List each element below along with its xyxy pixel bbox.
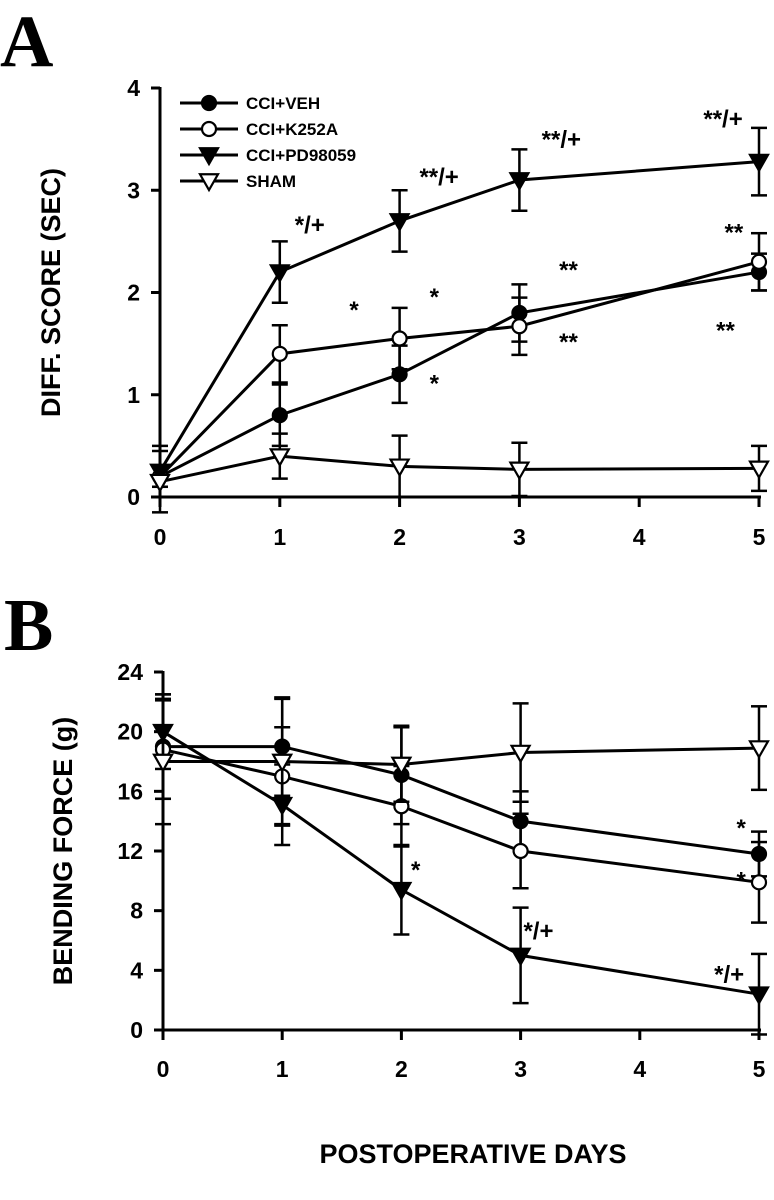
panel-b-y-tick-label: 0 xyxy=(130,1017,143,1043)
data-point xyxy=(511,318,528,335)
data-point xyxy=(388,458,411,478)
panel-b-series-cci-veh xyxy=(154,693,768,878)
legend-label: SHAM xyxy=(246,172,296,191)
panel-a-x-tick-label: 2 xyxy=(393,524,406,550)
panel-a-y-tick-label: 4 xyxy=(127,75,140,101)
panel-b-significance-label: * xyxy=(736,815,746,842)
panel-a-y-tick-label: 3 xyxy=(127,177,140,203)
data-point xyxy=(271,345,288,362)
legend-label: CCI+PD98059 xyxy=(246,146,356,165)
panel-a-significance-label: **/+ xyxy=(542,126,581,153)
data-point xyxy=(268,264,291,284)
panel-a-series-cci-k252a xyxy=(151,231,768,489)
panel-a-y-tick-label: 1 xyxy=(127,382,140,408)
panel-a-legend: CCI+VEH CCI+K252A CCI+PD98059 SHAM xyxy=(180,94,356,193)
legend-label: CCI+K252A xyxy=(246,120,338,139)
data-point xyxy=(271,753,294,773)
data-point xyxy=(390,756,413,776)
panel-b-significance-label: */+ xyxy=(523,918,553,945)
panel-a-significance-label: ** xyxy=(559,329,578,356)
panel-b-y-tick-label: 12 xyxy=(117,838,143,864)
panel-a-y-axis-label: DIFF. SCORE (SEC) xyxy=(36,168,66,417)
panel-b-series-sham xyxy=(152,697,770,826)
data-point xyxy=(750,874,768,891)
data-point xyxy=(508,172,531,192)
data-point xyxy=(152,753,174,773)
legend-marker xyxy=(198,173,220,193)
panel-a-x-tick-label: 0 xyxy=(154,524,167,550)
panel-a-significance-label: * xyxy=(349,297,359,324)
panel-a-series-cci-veh xyxy=(151,252,768,489)
panel-b-significance-label: * xyxy=(411,857,421,884)
panel-a-y-tick-label: 0 xyxy=(127,484,140,510)
data-point xyxy=(508,461,531,481)
panel-b-significance-label: */+ xyxy=(714,961,744,988)
series-line xyxy=(158,260,760,478)
data-point xyxy=(271,407,288,424)
panel-b-y-tick-label: 8 xyxy=(130,898,143,924)
panel-a-significance-label: ** xyxy=(724,219,743,246)
panel-b-y-axis-label: BENDING FORCE (g) xyxy=(48,717,78,985)
panel-a-x-tick-label: 1 xyxy=(273,524,286,550)
panel-b-x-tick-label: 2 xyxy=(395,1056,408,1082)
legend-marker xyxy=(198,147,220,167)
data-point xyxy=(748,740,770,760)
panel-a-letter: A xyxy=(0,1,53,83)
legend-marker xyxy=(200,120,218,138)
data-point xyxy=(748,460,770,480)
panel-b-y-tick-label: 20 xyxy=(117,719,143,745)
legend-item: CCI+VEH xyxy=(180,94,320,113)
panel-a-significance-label: ** xyxy=(716,318,735,345)
panel-b-significance-label: * xyxy=(736,867,746,894)
data-point xyxy=(268,448,291,468)
panel-b-y-tick-label: 16 xyxy=(117,778,143,804)
panel-a-significance-label: ** xyxy=(559,257,578,284)
panel-a-x-tick-label: 5 xyxy=(753,524,766,550)
panel-a-significance-label: */+ xyxy=(295,212,325,239)
panel-b-x-tick-label: 5 xyxy=(753,1056,766,1082)
panel-b-x-tick-label: 0 xyxy=(157,1056,170,1082)
panel-b-y-tick-label: 4 xyxy=(130,957,143,983)
panel-a-significance-label: * xyxy=(430,371,440,398)
data-point xyxy=(512,842,529,860)
panel-a-series-cci-pd98059 xyxy=(149,126,770,499)
panel-a-significance-label: **/+ xyxy=(703,106,742,133)
panel-b-x-tick-label: 3 xyxy=(514,1056,527,1082)
series-line xyxy=(158,160,760,473)
panel-a-significance-label: * xyxy=(430,284,440,311)
series-line xyxy=(163,746,760,766)
panel-b-x-tick-label: 4 xyxy=(633,1056,646,1082)
panel-b-x-axis-label: POSTOPERATIVE DAYS xyxy=(319,1139,626,1169)
data-point xyxy=(509,947,532,967)
data-point xyxy=(509,744,532,764)
data-point xyxy=(391,330,408,347)
panel-a-x-tick-label: 4 xyxy=(633,524,646,550)
panel-a-y-tick-label: 2 xyxy=(127,280,140,306)
panel-a-significance-label: **/+ xyxy=(419,164,458,191)
data-point xyxy=(750,253,768,270)
data-point xyxy=(388,213,411,233)
panel-a-x-tick-label: 3 xyxy=(513,524,526,550)
panel-b-series-cci-k252a xyxy=(154,699,768,924)
series-line xyxy=(159,270,760,478)
panel-b-y-tick-label: 24 xyxy=(117,659,143,685)
series-line xyxy=(159,454,760,484)
legend-item: CCI+PD98059 xyxy=(180,146,356,167)
legend-label: CCI+VEH xyxy=(246,94,320,113)
data-point xyxy=(748,153,770,173)
data-point xyxy=(149,473,171,493)
data-point xyxy=(748,986,770,1006)
panel-b-x-tick-label: 1 xyxy=(276,1056,289,1082)
panel-a-series-sham xyxy=(149,432,770,514)
panel-b-letter: B xyxy=(4,585,53,667)
legend-marker xyxy=(200,94,218,112)
legend-item: SHAM xyxy=(180,172,296,193)
legend-item: CCI+K252A xyxy=(180,120,338,139)
data-point xyxy=(390,881,413,902)
series-line xyxy=(162,748,760,884)
